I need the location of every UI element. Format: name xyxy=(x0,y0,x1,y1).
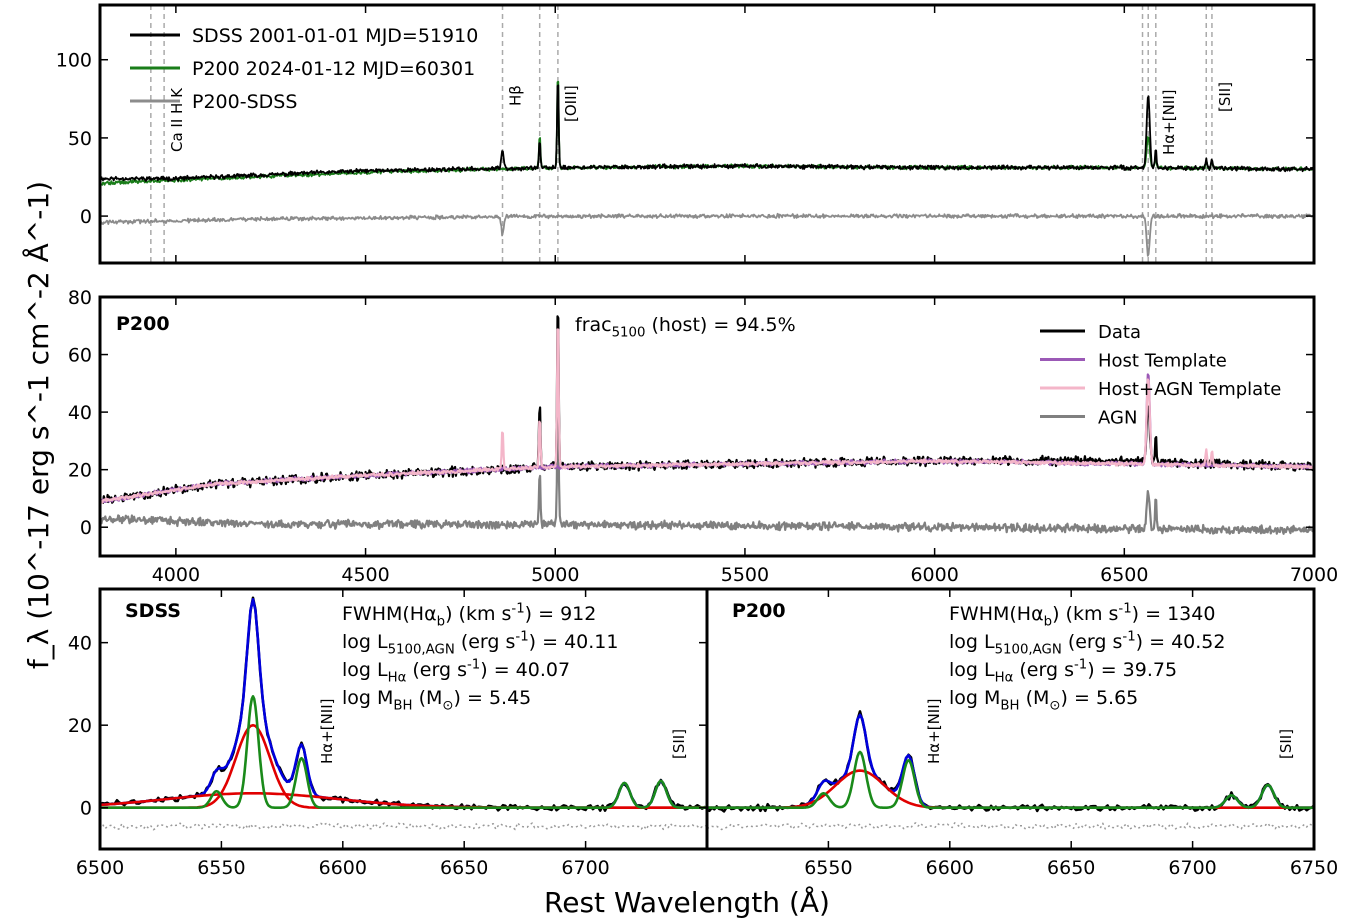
panel-label: P200 xyxy=(732,600,786,622)
line-marker-label: [SII] xyxy=(1277,729,1295,759)
y-tick-label: 40 xyxy=(68,633,92,655)
y-tick-label: 0 xyxy=(80,798,92,820)
fit-annotation: log LHα (erg s-1) = 40.07 xyxy=(342,657,570,685)
fit-annotation: log MBH (M⊙) = 5.65 xyxy=(949,687,1138,714)
fit-annotation: log MBH (M⊙) = 5.45 xyxy=(342,687,531,714)
x-tick-label: 6650 xyxy=(1047,857,1095,879)
series-line-1 xyxy=(100,84,1314,182)
legend-label: Host+AGN Template xyxy=(1098,379,1281,400)
x-tick-label: 6650 xyxy=(440,857,488,879)
x-tick-label: 6700 xyxy=(1168,857,1216,879)
top-panel: Ca II H K Hβ [OIII] Hα+[NII] [SII] SDSS 2001-… xyxy=(56,3,1316,265)
legend-label: SDSS 2001-01-01 MJD=51910 xyxy=(192,25,478,47)
legend-label: Data xyxy=(1098,322,1141,343)
series-line-4 xyxy=(100,404,1314,535)
line-marker-label: Hα+[NII] xyxy=(925,698,943,764)
narrow-components xyxy=(707,750,1314,809)
x-tick-label: 4000 xyxy=(152,564,200,586)
fit-annotation: log L5100,AGN (erg s-1) = 40.52 xyxy=(949,629,1225,657)
line-marker-label: [SII] xyxy=(1216,82,1234,112)
series-line-3 xyxy=(100,328,1314,504)
x-axis-label: Rest Wavelength (Å) xyxy=(544,885,830,919)
data-line xyxy=(707,710,1314,813)
legend-label: P200-SDSS xyxy=(192,91,297,113)
x-tick-label: 6700 xyxy=(561,857,609,879)
series-line-3 xyxy=(100,212,1314,257)
x-tick-label: 6000 xyxy=(910,564,958,586)
model-line xyxy=(707,713,1314,809)
middle-panel-frame xyxy=(98,295,1316,558)
legend-label: P200 2024-01-12 MJD=60301 xyxy=(192,58,475,80)
y-tick-label: 20 xyxy=(68,460,92,482)
middle-panel: P200 frac5100 (host) = 94.5% Data Host Temp… xyxy=(68,287,1338,586)
x-tick-label: 6750 xyxy=(1290,857,1338,879)
y-tick-label: 60 xyxy=(68,345,92,367)
y-tick-label: 0 xyxy=(80,206,92,228)
panel-label: P200 xyxy=(116,313,170,335)
g-br-frame xyxy=(705,587,1316,851)
x-tick-label: 5500 xyxy=(721,564,769,586)
line-marker-label: Hα+[NII] xyxy=(1160,89,1178,155)
y-tick-label: 80 xyxy=(68,287,92,309)
line-marker-label: Ca II H K xyxy=(168,87,186,152)
x-tick-label: 6500 xyxy=(1100,564,1148,586)
x-tick-label: 6600 xyxy=(926,857,974,879)
line-marker-label: [SII] xyxy=(670,729,688,759)
top-panel-frame xyxy=(98,3,1316,265)
x-tick-label: 6550 xyxy=(804,857,852,879)
y-axis-label: f_λ (10^-17 erg s^-1 cm^-2 Å^-1) xyxy=(21,181,55,669)
host-fraction-annotation: frac5100 (host) = 94.5% xyxy=(575,314,796,341)
x-tick-label: 4500 xyxy=(341,564,389,586)
narrow-components xyxy=(100,695,707,809)
g-bl-frame xyxy=(98,587,709,851)
fit-annotation: log L5100,AGN (erg s-1) = 40.11 xyxy=(342,629,618,657)
fit-annotation: FWHM(Hαb) (km s-1) = 912 xyxy=(342,601,596,629)
x-tick-label: 6500 xyxy=(76,857,124,879)
x-tick-label: 7000 xyxy=(1290,564,1338,586)
legend-label: Host Template xyxy=(1098,351,1227,372)
line-marker-label: Hβ xyxy=(507,85,525,106)
fit-annotation: log LHα (erg s-1) = 39.75 xyxy=(949,657,1177,685)
y-tick-label: 100 xyxy=(56,50,92,72)
line-marker-label: [OIII] xyxy=(562,85,580,122)
y-tick-label: 0 xyxy=(80,517,92,539)
y-tick-label: 40 xyxy=(68,402,92,424)
y-tick-label: 20 xyxy=(68,715,92,737)
residual-line xyxy=(100,822,707,831)
fit-annotation: FWHM(Hαb) (km s-1) = 1340 xyxy=(949,601,1215,629)
legend-label: AGN xyxy=(1098,408,1137,429)
x-tick-label: 6600 xyxy=(319,857,367,879)
y-tick-label: 50 xyxy=(68,128,92,150)
panel-label: SDSS xyxy=(125,600,181,622)
x-tick-label: 6550 xyxy=(197,857,245,879)
residual-line xyxy=(707,822,1314,831)
x-tick-label: 5000 xyxy=(531,564,579,586)
line-marker-label: Hα+[NII] xyxy=(318,698,336,764)
